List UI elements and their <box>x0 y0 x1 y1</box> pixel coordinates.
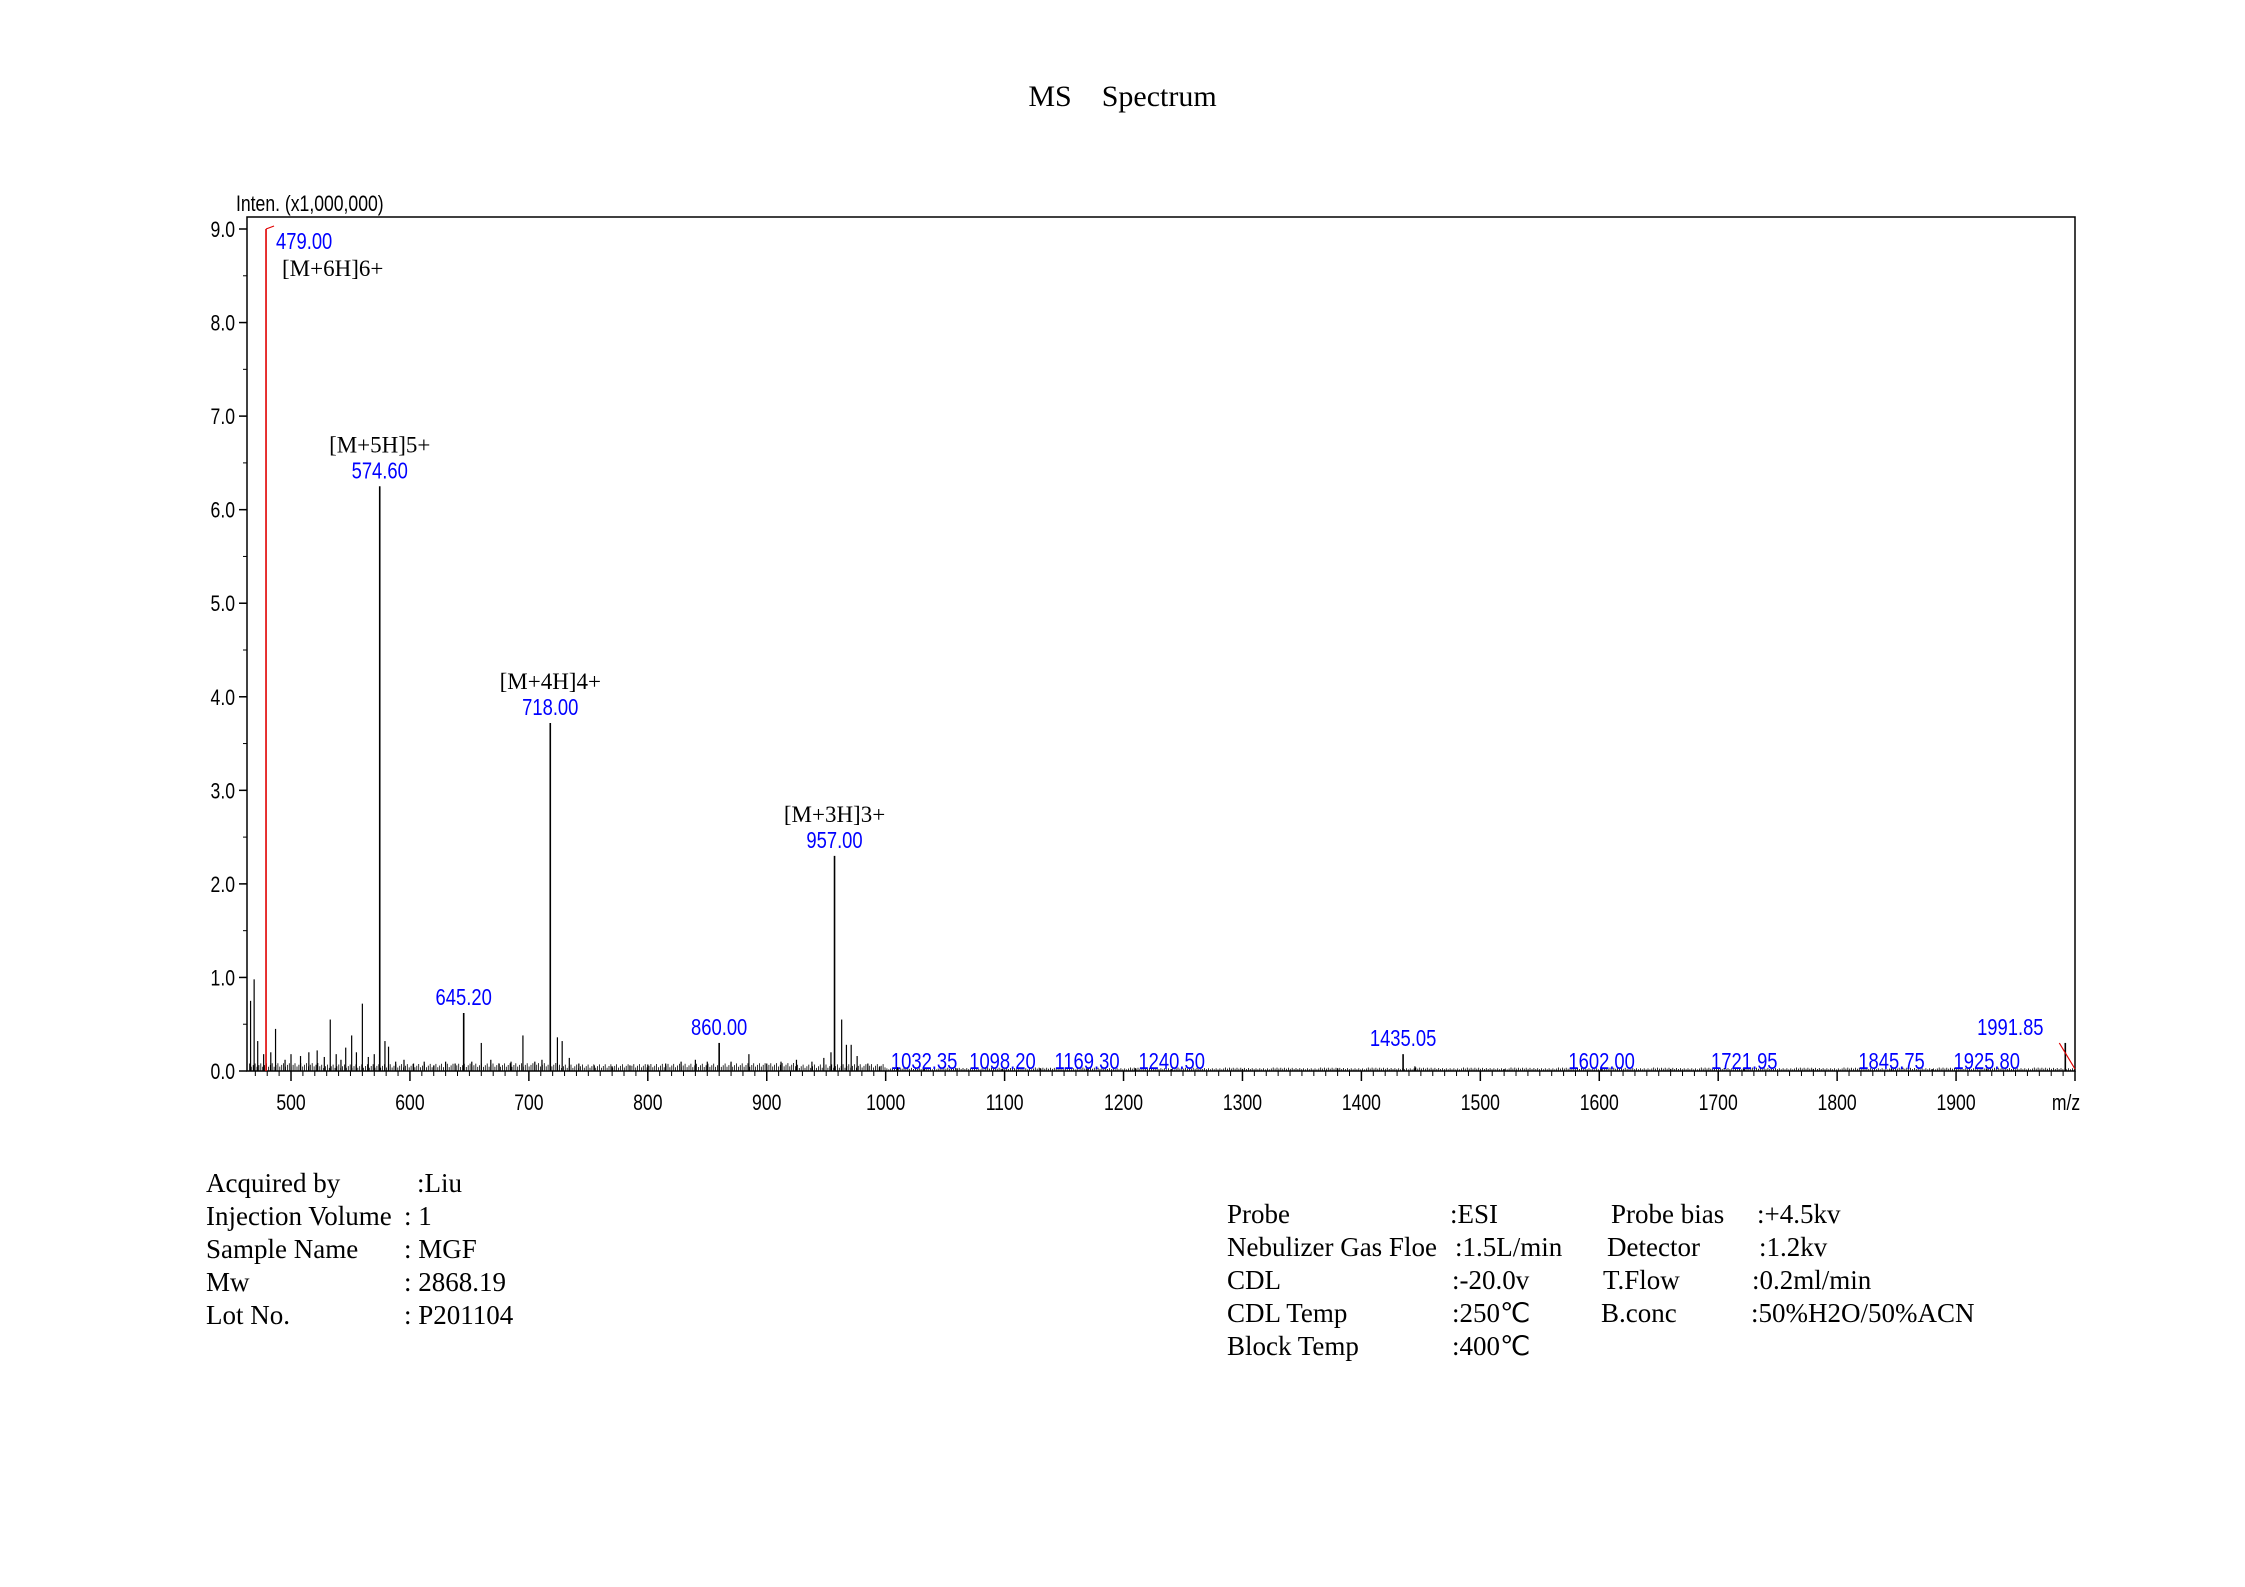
peak-label: 1925.80 <box>1954 1049 2020 1074</box>
peak-label: 718.00 <box>522 695 578 720</box>
peak-label: 479.00 <box>276 229 332 254</box>
x-tick-label: 800 <box>633 1091 662 1115</box>
y-tick-label: 3.0 <box>211 780 235 804</box>
y-tick-label: 0.0 <box>211 1060 235 1084</box>
y-tick-label: 5.0 <box>211 592 235 616</box>
y-tick-label: 4.0 <box>211 686 235 710</box>
peak-label: 1032.35 <box>891 1049 957 1074</box>
peak-label: 957.00 <box>806 828 862 853</box>
y-tick-label: 6.0 <box>211 499 235 523</box>
x-tick-label: 1700 <box>1699 1091 1738 1115</box>
plot-frame <box>246 216 2076 1072</box>
cond-value-2: :1.2kv <box>1759 1232 1828 1262</box>
acq-value: : 1 <box>404 1201 432 1231</box>
peak-label: 860.00 <box>691 1015 747 1040</box>
peak-label: 1845.75 <box>1858 1049 1924 1074</box>
y-tick-label: 9.0 <box>211 218 235 242</box>
x-tick-label: 600 <box>395 1091 424 1115</box>
x-tick-label: 1900 <box>1936 1091 1975 1115</box>
peak-marker <box>265 225 275 230</box>
acq-value: : P201104 <box>404 1300 514 1330</box>
cond-label-2: Detector <box>1607 1232 1700 1262</box>
cond-label: Nebulizer Gas Floe <box>1227 1232 1437 1262</box>
cond-label: CDL <box>1227 1265 1281 1295</box>
peak-label: 1721.95 <box>1711 1049 1777 1074</box>
acq-value: : MGF <box>404 1234 477 1264</box>
ms-spectrum-chart: 0.0 1.0 2.0 3.0 4.0 5.0 6.0 7.0 8.0 9.0 500 600 700 8… <box>211 192 2081 1115</box>
acq-value: :Liu <box>417 1168 462 1198</box>
y-tick-label: 7.0 <box>211 405 235 429</box>
cond-label-2: B.conc <box>1601 1298 1677 1328</box>
peak-label: 1169.30 <box>1054 1049 1119 1074</box>
x-tick-label: 500 <box>276 1091 305 1115</box>
cond-value-2: :+4.5kv <box>1757 1199 1841 1229</box>
peak-label: 1602.00 <box>1568 1049 1634 1074</box>
cond-value: :400℃ <box>1452 1331 1531 1361</box>
x-axis-label: m/z <box>2052 1091 2080 1115</box>
acq-label: Sample Name <box>206 1234 359 1264</box>
acq-label: Mw <box>206 1267 250 1297</box>
y-axis-label: Inten. (x1,000,000) <box>236 192 384 216</box>
x-tick-label: 1600 <box>1580 1091 1619 1115</box>
end-marker <box>2058 1042 2076 1070</box>
x-tick-label: 1100 <box>986 1091 1024 1115</box>
x-tick-label: 1500 <box>1461 1091 1500 1115</box>
cond-value-2: :0.2ml/min <box>1752 1265 1872 1295</box>
cond-value-2: :50%H2O/50%ACN <box>1751 1298 1975 1328</box>
y-tick-label: 1.0 <box>211 967 235 991</box>
cond-label: Block Temp <box>1227 1331 1359 1361</box>
peak-label: 574.60 <box>352 458 408 483</box>
x-tick-label: 1400 <box>1342 1091 1381 1115</box>
acq-label: Injection Volume <box>206 1201 392 1231</box>
acq-label: Lot No. <box>206 1300 290 1330</box>
peak-label: 1098.20 <box>969 1049 1035 1074</box>
y-tick-label: 2.0 <box>211 873 235 897</box>
cond-label-2: T.Flow <box>1603 1265 1680 1295</box>
peak-label: 1435.05 <box>1370 1026 1436 1051</box>
cond-value: :-20.0v <box>1452 1265 1530 1295</box>
y-tick-label: 8.0 <box>211 312 235 336</box>
page-title: MS Spectrum <box>1028 80 1217 113</box>
x-tick-label: 1200 <box>1104 1091 1143 1115</box>
x-tick-label: 1000 <box>866 1091 905 1115</box>
x-tick-label: 700 <box>514 1091 543 1115</box>
acq-value: : 2868.19 <box>404 1267 507 1297</box>
acq-label: Acquired by <box>206 1168 341 1198</box>
peak-label: 645.20 <box>436 985 492 1010</box>
ion-label: [M+5H]5+ <box>329 432 430 457</box>
ion-label: [M+6H]6+ <box>282 256 383 281</box>
peak-label: 1991.85 <box>1977 1015 2043 1040</box>
cond-value: :1.5L/min <box>1455 1232 1563 1262</box>
ion-label: [M+3H]3+ <box>784 802 885 827</box>
x-tick-label: 900 <box>752 1091 781 1115</box>
x-tick-label: 1300 <box>1223 1091 1262 1115</box>
cond-label-2: Probe bias <box>1611 1199 1725 1229</box>
x-tick-label: 1800 <box>1818 1091 1857 1115</box>
cond-value: :ESI <box>1450 1199 1499 1229</box>
cond-value: :250℃ <box>1452 1298 1531 1328</box>
peak-label: 1240.50 <box>1138 1049 1204 1074</box>
ion-label: [M+4H]4+ <box>500 669 601 694</box>
baseline-noise <box>249 1063 2075 1071</box>
cond-label: CDL Temp <box>1227 1298 1348 1328</box>
cond-label: Probe <box>1227 1199 1290 1229</box>
